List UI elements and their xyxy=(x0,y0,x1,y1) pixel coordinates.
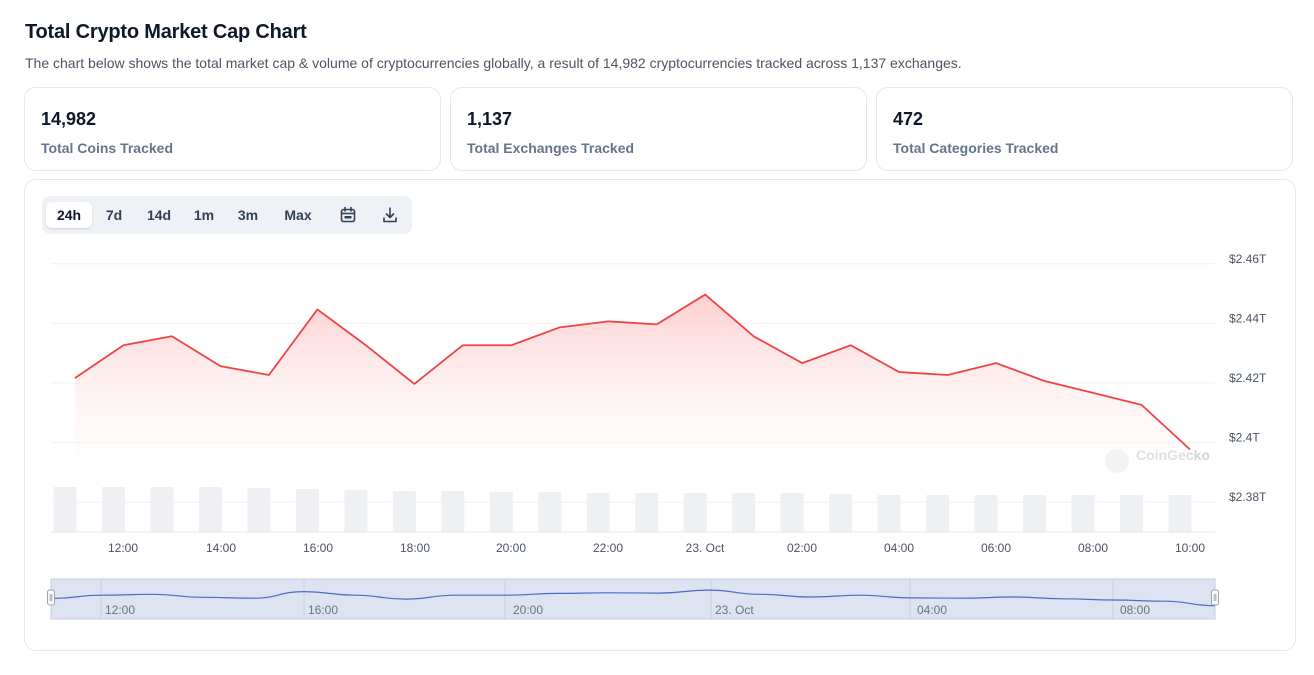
volume-bar xyxy=(732,493,756,532)
volume-bar xyxy=(829,494,853,532)
x-tick-label: 14:00 xyxy=(206,541,236,555)
y-tick-label: $2.38T xyxy=(1229,490,1267,504)
x-tick-label: 18:00 xyxy=(400,541,430,555)
x-tick-label: 20:00 xyxy=(496,541,526,555)
y-tick-label: $2.46T xyxy=(1229,252,1267,266)
stat-label: Total Categories Tracked xyxy=(893,140,1059,156)
volume-bar xyxy=(53,487,77,532)
stat-label: Total Exchanges Tracked xyxy=(467,140,635,156)
y-tick-label: $2.4T xyxy=(1229,431,1260,445)
volume-bar xyxy=(974,495,998,532)
range-navigator xyxy=(50,578,1216,620)
chart-card: 24h 7d 14d 1m 3m Max CoinGecko $2.46T$2.… xyxy=(24,179,1296,651)
stat-value: 472 xyxy=(893,109,924,129)
x-tick-label: 16:00 xyxy=(303,541,333,555)
volume-bar xyxy=(150,487,174,532)
volume-bar xyxy=(1023,495,1047,532)
x-tick-label: 22:00 xyxy=(593,541,623,555)
tab-1m[interactable]: 1m xyxy=(193,207,215,223)
stat-label: Total Coins Tracked xyxy=(41,140,173,156)
x-tick-label: 04:00 xyxy=(884,541,914,555)
navigator-label: 20:00 xyxy=(513,603,543,617)
page-title: Total Crypto Market Cap Chart xyxy=(25,21,307,43)
volume-bar xyxy=(586,493,610,532)
market-cap-chart[interactable]: $2.46T $2.44T $2.42T $2.4T $2.38T 12:00 14:00 1… xyxy=(25,180,1295,650)
calendar-icon[interactable] xyxy=(338,205,358,225)
volume-bar xyxy=(247,488,271,532)
navigator-label: 04:00 xyxy=(917,603,947,617)
tab-24h[interactable]: 24h xyxy=(46,202,92,228)
volume-bar xyxy=(780,493,804,532)
x-tick-label: 23. Oct xyxy=(686,541,725,555)
volume-bar xyxy=(441,491,465,532)
volume-bar xyxy=(683,493,707,532)
download-icon[interactable] xyxy=(380,205,400,225)
x-tick-label: 08:00 xyxy=(1078,541,1108,555)
stat-value: 1,137 xyxy=(467,109,513,129)
navigator-right-handle[interactable] xyxy=(1211,589,1219,606)
tab-max[interactable]: Max xyxy=(284,207,312,223)
market-cap-area xyxy=(75,294,1190,480)
volume-bar xyxy=(489,492,513,532)
tab-14d[interactable]: 14d xyxy=(146,207,172,223)
volume-bar xyxy=(101,487,125,532)
x-tick-label: 02:00 xyxy=(787,541,817,555)
market-cap-line xyxy=(74,293,1191,451)
volume-bar xyxy=(926,495,950,532)
navigator-label: 12:00 xyxy=(105,603,135,617)
stat-card-categories: 472 Total Categories Tracked xyxy=(876,87,1293,171)
volume-bar xyxy=(877,495,901,532)
y-tick-label: $2.42T xyxy=(1229,371,1267,385)
volume-bar xyxy=(1120,495,1144,532)
stat-card-coins: 14,982 Total Coins Tracked xyxy=(24,87,441,171)
x-tick-label: 12:00 xyxy=(108,541,138,555)
navigator-left-handle[interactable] xyxy=(47,589,55,606)
volume-bar xyxy=(392,491,416,532)
navigator-label: 23. Oct xyxy=(715,603,754,617)
tab-7d[interactable]: 7d xyxy=(105,207,123,223)
volume-bar xyxy=(635,493,659,532)
volume-bar xyxy=(1168,495,1192,532)
tab-3m[interactable]: 3m xyxy=(237,207,259,223)
volume-bar xyxy=(1071,495,1095,532)
x-tick-label: 06:00 xyxy=(981,541,1011,555)
volume-bar xyxy=(198,487,222,532)
y-tick-label: $2.44T xyxy=(1229,311,1267,325)
x-tick-label: 10:00 xyxy=(1175,541,1205,555)
range-tab-bar: 24h 7d 14d 1m 3m Max xyxy=(42,196,412,234)
volume-bar xyxy=(295,489,319,532)
navigator-line xyxy=(50,589,1216,607)
stat-value: 14,982 xyxy=(41,109,97,129)
navigator-label: 16:00 xyxy=(308,603,338,617)
volume-bar xyxy=(344,490,368,532)
stat-card-exchanges: 1,137 Total Exchanges Tracked xyxy=(450,87,867,171)
navigator-label: 08:00 xyxy=(1120,603,1150,617)
page-subtitle: The chart below shows the total market c… xyxy=(25,55,962,71)
volume-bar xyxy=(538,492,562,532)
